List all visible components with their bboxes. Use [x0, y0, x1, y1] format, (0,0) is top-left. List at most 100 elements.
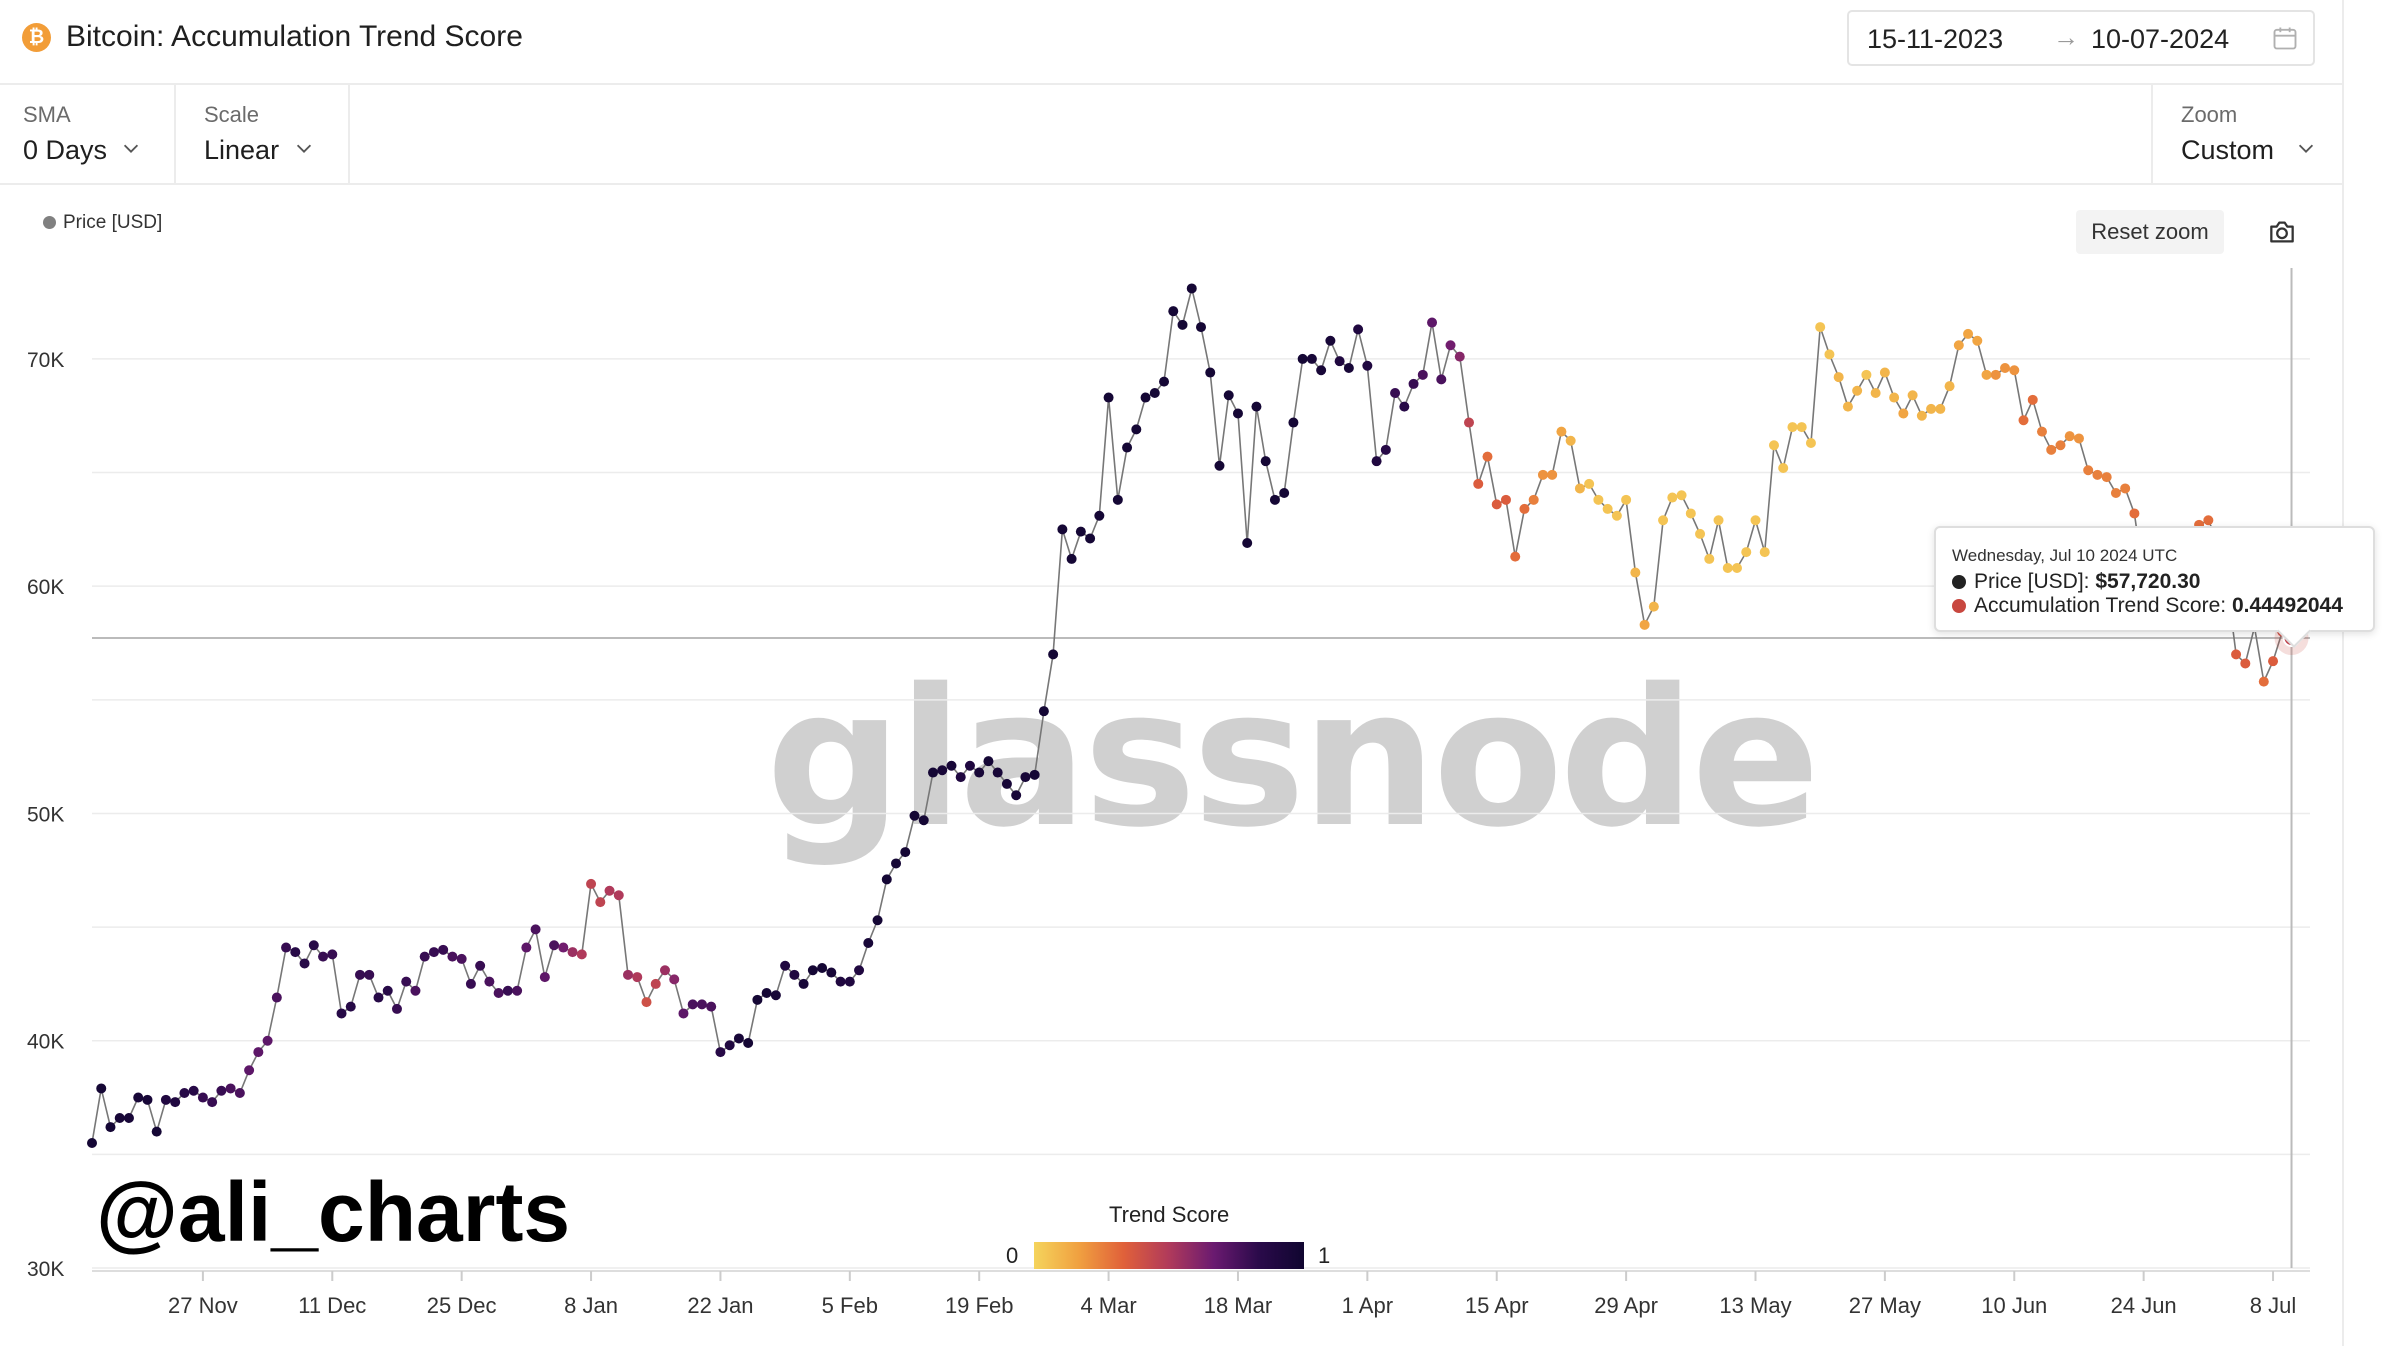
date-start-input[interactable]: 15-11-2023: [1867, 24, 2004, 54]
y-tick-label: 60K: [27, 576, 64, 599]
price-point: [1029, 769, 1040, 780]
price-point: [188, 1085, 199, 1096]
tooltip-score-row: Accumulation Trend Score: 0.44492044: [1952, 594, 2343, 618]
price-point: [1889, 392, 1900, 403]
price-point: [1759, 547, 1770, 558]
calendar-icon[interactable]: [2271, 24, 2299, 52]
price-point: [170, 1097, 181, 1108]
price-point: [807, 965, 818, 976]
price-point: [715, 1047, 726, 1058]
price-point: [2268, 656, 2279, 667]
price-point: [632, 972, 643, 983]
scale-dropdown[interactable]: Scale Linear: [176, 85, 348, 185]
price-point: [502, 985, 513, 996]
chevron-down-icon[interactable]: [293, 137, 315, 159]
price-point: [197, 1092, 208, 1103]
price-point: [1436, 374, 1447, 385]
price-point: [465, 978, 476, 989]
price-point: [1870, 388, 1881, 398]
price-point: [484, 976, 495, 987]
price-point: [456, 953, 467, 964]
price-point: [2000, 363, 2011, 373]
legend-price-label[interactable]: Price [USD]: [63, 212, 163, 233]
price-point: [1464, 417, 1475, 428]
divider: [174, 85, 176, 185]
price-point: [2073, 433, 2084, 444]
x-tick-label: 1 Apr: [1342, 1293, 1393, 1318]
y-tick-label: 50K: [27, 803, 64, 826]
tooltip-price-dot: [1952, 575, 1966, 589]
price-point: [835, 976, 846, 987]
price-point: [2064, 431, 2075, 442]
camera-icon[interactable]: [2266, 216, 2298, 248]
price-point: [1011, 790, 1022, 801]
x-tick-label: 29 Apr: [1594, 1293, 1658, 1318]
price-point: [345, 1001, 356, 1012]
price-point: [1907, 390, 1918, 401]
price-point: [1334, 356, 1345, 367]
price-point: [1537, 469, 1548, 480]
price-point: [696, 999, 707, 1010]
sma-dropdown[interactable]: SMA 0 Days: [0, 85, 174, 185]
price-point: [1658, 515, 1669, 526]
price-point: [604, 885, 615, 896]
legend-price-dot[interactable]: [43, 216, 56, 229]
price-point: [1177, 319, 1188, 330]
sma-value[interactable]: 0 Days: [23, 135, 108, 165]
price-point: [2092, 469, 2103, 480]
price-point: [1787, 422, 1798, 433]
price-point: [87, 1138, 97, 1148]
chevron-down-icon[interactable]: [120, 137, 142, 159]
price-point: [207, 1097, 218, 1108]
price-point: [826, 967, 837, 978]
watermark: glassnode: [766, 648, 1820, 869]
price-point: [493, 988, 504, 998]
price-point: [1528, 494, 1539, 505]
price-point: [447, 951, 458, 962]
price-point: [1556, 426, 1567, 437]
reset-zoom-button[interactable]: Reset zoom: [2076, 210, 2224, 254]
zoom-dropdown[interactable]: Zoom Custom: [2153, 85, 2342, 185]
price-point: [1935, 403, 1946, 414]
price-point: [382, 985, 393, 996]
price-point: [706, 1001, 717, 1012]
price-point: [937, 765, 948, 776]
x-tick-label: 19 Feb: [945, 1293, 1014, 1318]
price-point: [1343, 363, 1354, 373]
tooltip-price-value: $57,720.30: [2095, 570, 2201, 593]
price-point: [1824, 349, 1835, 360]
scale-value[interactable]: Linear: [204, 135, 280, 165]
price-point: [992, 767, 1003, 778]
price-point: [678, 1008, 689, 1019]
price-point: [1741, 547, 1752, 558]
price-point: [1103, 392, 1114, 403]
price-point: [133, 1092, 144, 1103]
x-tick-label: 13 May: [1719, 1293, 1791, 1318]
price-point: [1981, 369, 1992, 380]
price-point: [1547, 469, 1558, 480]
price-point: [1242, 538, 1253, 548]
date-end-input[interactable]: 10-07-2024: [2091, 24, 2230, 54]
date-range-picker[interactable]: 15-11-2023 → 10-07-2024: [1847, 10, 2315, 66]
price-point: [1205, 367, 1216, 378]
price-point: [336, 1008, 347, 1019]
price-point: [1704, 553, 1715, 564]
price-point: [650, 978, 661, 989]
zoom-value[interactable]: Custom: [2181, 135, 2275, 165]
price-point: [872, 915, 883, 926]
price-point: [2110, 488, 2121, 498]
price-point: [1380, 444, 1391, 455]
price-point: [1159, 376, 1170, 387]
price-point: [1075, 526, 1086, 537]
price-point: [234, 1088, 245, 1098]
price-point: [1196, 322, 1206, 333]
price-point: [2120, 483, 2131, 494]
chevron-down-icon[interactable]: [2295, 137, 2317, 159]
price-point: [576, 949, 587, 960]
price-point: [1574, 483, 1585, 494]
price-point: [1778, 463, 1789, 473]
price-point: [105, 1122, 116, 1133]
price-point: [1085, 533, 1096, 544]
price-point: [1288, 417, 1299, 428]
